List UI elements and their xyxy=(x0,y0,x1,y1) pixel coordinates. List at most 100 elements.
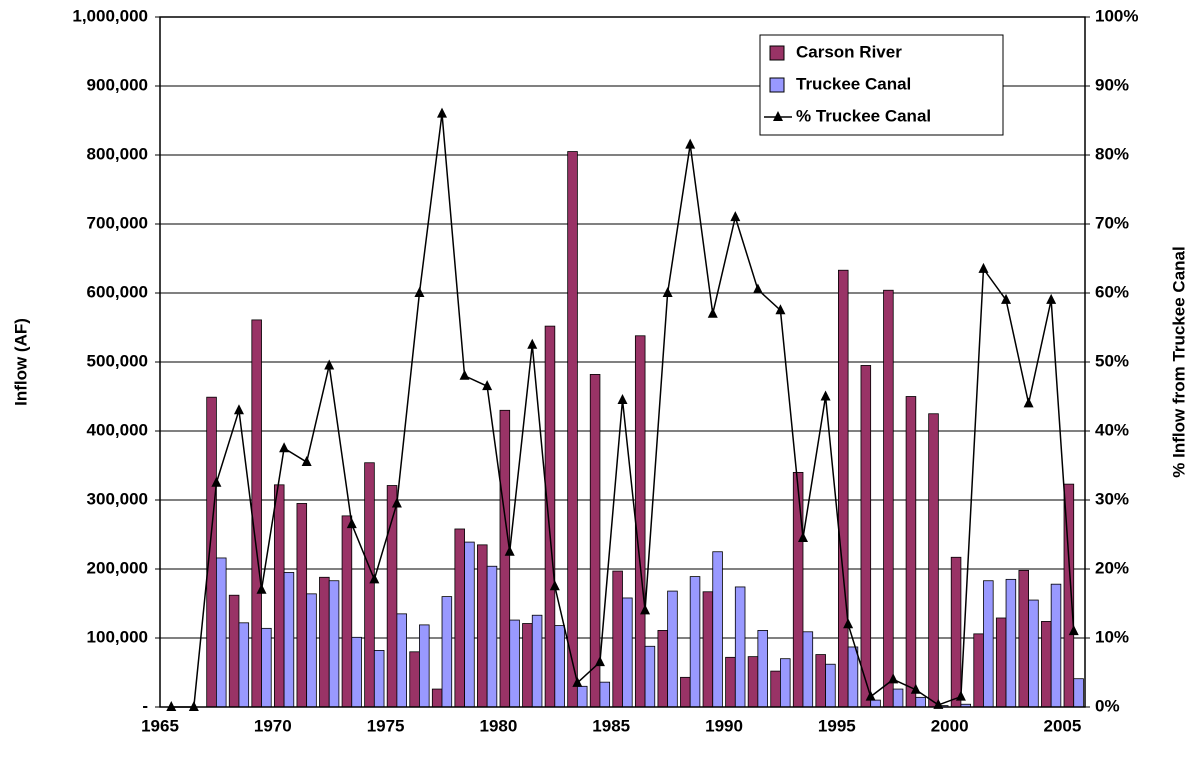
bar xyxy=(950,556,962,708)
bar xyxy=(419,624,430,708)
legend-label: % Truckee Canal xyxy=(796,106,931,125)
x-tick-label: 1985 xyxy=(592,716,630,735)
marker xyxy=(414,287,425,297)
bar xyxy=(238,622,250,708)
bar xyxy=(531,614,543,708)
marker xyxy=(978,262,989,273)
bar xyxy=(792,471,804,708)
marker xyxy=(233,404,244,415)
bar xyxy=(825,663,836,708)
marker xyxy=(279,442,290,453)
bar xyxy=(612,570,623,708)
marker xyxy=(707,307,718,318)
bar xyxy=(860,365,872,708)
marker xyxy=(685,138,696,149)
bar xyxy=(634,335,646,708)
bar xyxy=(725,656,736,708)
y2-tick-label: 10% xyxy=(1095,627,1129,646)
bar xyxy=(734,586,746,708)
marker xyxy=(662,287,673,297)
marker xyxy=(369,573,380,584)
marker xyxy=(775,304,786,315)
marker xyxy=(211,476,222,487)
bar xyxy=(589,374,601,708)
y-tick-label: 400,000 xyxy=(87,420,148,439)
bar xyxy=(216,557,227,708)
bar xyxy=(622,597,633,708)
bar xyxy=(1005,578,1017,708)
legend-label: Truckee Canal xyxy=(796,74,911,93)
y2-tick-label: 60% xyxy=(1095,282,1129,301)
y2-tick-label: 0% xyxy=(1095,696,1120,715)
bar xyxy=(251,319,262,708)
bar xyxy=(206,396,217,708)
legend-swatch xyxy=(769,45,785,61)
bar xyxy=(522,623,533,708)
bar xyxy=(261,627,272,708)
bar xyxy=(306,593,317,708)
y2-tick-label: 70% xyxy=(1095,213,1129,232)
marker xyxy=(797,531,808,542)
bar xyxy=(644,645,656,708)
marker xyxy=(640,604,651,615)
y-tick-label: 600,000 xyxy=(87,282,148,301)
bar xyxy=(228,594,240,708)
marker xyxy=(730,211,741,222)
y-tick-label: 500,000 xyxy=(87,351,148,370)
marker xyxy=(820,390,831,401)
bar xyxy=(396,613,407,708)
y2-tick-label: 40% xyxy=(1095,420,1129,439)
bar xyxy=(373,650,385,708)
x-tick-label: 1990 xyxy=(705,716,743,735)
x-tick-label: 1970 xyxy=(254,716,292,735)
bar xyxy=(341,515,353,708)
y-tick-label: 200,000 xyxy=(87,558,148,577)
x-tick-label: 1980 xyxy=(480,716,518,735)
marker xyxy=(1046,293,1057,304)
legend-box xyxy=(759,34,1004,136)
marker xyxy=(888,673,899,684)
marker xyxy=(459,369,470,380)
bar xyxy=(802,631,814,708)
bar xyxy=(544,325,556,708)
plot-frame xyxy=(159,16,1086,708)
y-tick-label: 700,000 xyxy=(87,213,148,232)
marker xyxy=(865,690,876,701)
bar xyxy=(509,619,520,708)
bar xyxy=(283,572,295,708)
marker xyxy=(1068,625,1079,636)
bar xyxy=(554,625,565,708)
x-tick-label: 1965 xyxy=(141,716,179,735)
bar xyxy=(915,696,926,708)
marker xyxy=(482,380,493,391)
bar xyxy=(319,576,330,708)
bar xyxy=(712,551,723,708)
bar xyxy=(770,670,781,708)
bar xyxy=(667,590,678,708)
legend-marker xyxy=(773,111,783,121)
bar xyxy=(883,289,894,708)
marker xyxy=(256,583,267,594)
legend-swatch xyxy=(769,77,785,93)
y2-tick-label: 20% xyxy=(1095,558,1129,577)
bar xyxy=(431,688,443,708)
marker xyxy=(504,545,515,556)
marker xyxy=(752,283,763,294)
y2-axis-title: % Inflow from Truckee Canal xyxy=(1169,246,1188,477)
marker xyxy=(527,338,538,349)
bar xyxy=(905,396,917,708)
bar xyxy=(973,633,984,708)
bar xyxy=(351,636,362,708)
marker xyxy=(617,393,628,404)
y2-tick-label: 50% xyxy=(1095,351,1129,370)
bar xyxy=(847,646,859,708)
marker xyxy=(955,690,966,701)
bar xyxy=(689,576,701,708)
bar xyxy=(477,544,488,708)
marker xyxy=(346,518,357,529)
marker xyxy=(324,359,335,370)
bar xyxy=(680,676,691,708)
bar xyxy=(567,151,578,708)
marker xyxy=(843,618,854,629)
y2-tick-label: 90% xyxy=(1095,75,1129,94)
